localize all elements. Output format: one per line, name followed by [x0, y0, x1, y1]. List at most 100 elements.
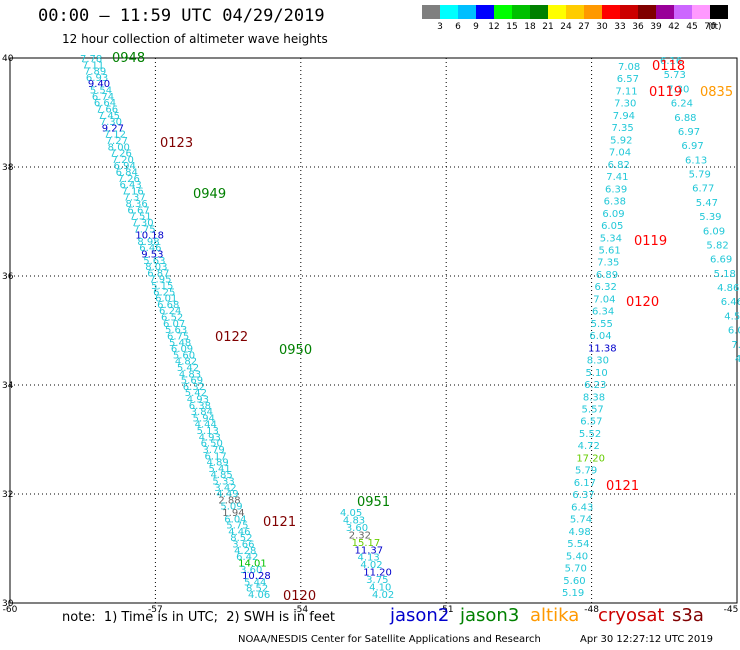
swh-value: 8.52 — [246, 584, 268, 595]
swh-value: 7.08 — [618, 62, 640, 73]
swh-value: 6.68 — [157, 300, 179, 311]
swh-value: 7.89 — [84, 67, 106, 78]
swh-value: 7. — [731, 340, 740, 351]
swh-value: 7.95 — [149, 275, 171, 286]
color-scale-label: 6 — [455, 22, 461, 32]
swh-value: 17.20 — [576, 453, 605, 464]
swh-value: 5.94 — [193, 413, 215, 424]
pass-number: 0122 — [215, 330, 248, 345]
swh-value: 6.09 — [703, 226, 725, 237]
longitude-tick-label: -48 — [584, 605, 599, 615]
swh-value: 4.13 — [357, 553, 379, 564]
swh-value: 9.27 — [102, 123, 124, 134]
swh-value: 6.74 — [92, 92, 114, 103]
swh-value: 5.75 — [226, 521, 248, 532]
longitude-tick-label: -45 — [724, 605, 739, 615]
pass-number: 0948 — [112, 51, 145, 66]
color-swatch — [638, 5, 656, 19]
swh-value: 5.41 — [208, 464, 230, 475]
pass-labels: 0948 0123 0949 0122 0950 0951 0121 0120 0118 0119… — [112, 51, 733, 604]
swh-value: 6.89 — [596, 270, 618, 281]
latitude-tick-label: 40 — [2, 54, 14, 64]
swh-value: 6.23 — [584, 380, 606, 391]
swh-value: 5.42 — [177, 363, 199, 374]
longitude-tick-label: -60 — [3, 605, 18, 615]
color-scale-label: 33 — [614, 22, 626, 32]
swh-value: 3.42 — [214, 483, 236, 494]
color-swatch — [530, 5, 548, 19]
swh-value: 6.16 — [660, 56, 682, 67]
color-swatch — [656, 5, 674, 19]
swh-value: 6.38 — [604, 197, 626, 208]
color-swatch — [440, 5, 458, 19]
swh-value: 4.86 — [717, 283, 739, 294]
swh-value: 3.75 — [366, 575, 388, 586]
swh-value: 7.78 — [80, 54, 102, 65]
color-scale-label: 18 — [524, 22, 536, 32]
color-swatch — [494, 5, 512, 19]
swh-value: 6.42 — [236, 552, 258, 563]
color-scale-label: 24 — [560, 22, 572, 32]
pass-number: 0120 — [626, 295, 659, 310]
swh-value: 6.04 — [589, 331, 611, 342]
swh-value: 8.36 — [125, 199, 147, 210]
swh-value: 5.74 — [570, 515, 592, 526]
swh-value: 5.60 — [563, 576, 585, 587]
color-swatch — [476, 5, 494, 19]
swh-value: 2.32 — [349, 530, 371, 541]
swh-value: 8.30 — [587, 356, 609, 367]
satellite-legend-item: jason3 — [460, 605, 520, 626]
swh-value: 3.79 — [203, 445, 225, 456]
swh-value: 6.94 — [114, 161, 136, 172]
swh-value: 6.17 — [205, 451, 227, 462]
longitude-tick-label: -51 — [439, 605, 454, 615]
swh-value: 7.26 — [110, 149, 132, 160]
swh-value: 11.38 — [588, 343, 617, 354]
swh-value: 4.49 — [216, 489, 238, 500]
swh-value: 5.60 — [173, 350, 195, 361]
swh-value: 7.20 — [112, 155, 134, 166]
footer-timestamp: Apr 30 12:27:12 UTC 2019 — [580, 634, 713, 645]
swh-value: 6.34 — [592, 307, 614, 318]
swh-value: 6.43 — [120, 180, 142, 191]
color-swatch — [422, 5, 440, 19]
swh-value: 6.13 — [685, 155, 707, 166]
swh-value: 5.92 — [610, 135, 632, 146]
swh-value: 5.70 — [565, 564, 587, 575]
swh-value: 6.46 — [721, 297, 740, 308]
color-scale-label: 36 — [632, 22, 644, 32]
swh-value: 10.18 — [135, 231, 164, 242]
swh-value: 6.25 — [153, 287, 175, 298]
swh-value: 7.30 — [667, 84, 689, 95]
map-grid — [9, 57, 738, 604]
swh-value: 5.18 — [714, 269, 736, 280]
color-swatch — [692, 5, 710, 19]
satellite-legend-item: jason2 — [390, 605, 450, 626]
swh-value: 14.01 — [238, 558, 267, 569]
swh-value: 6.09 — [171, 344, 193, 355]
swh-value: 4.83 — [343, 515, 365, 526]
swh-value: 6.07 — [163, 319, 185, 330]
pass-number: 0835 — [700, 85, 733, 100]
swh-value: 5.15 — [151, 281, 173, 292]
swh-value: 5.40 — [566, 551, 588, 562]
swh-value: 4.46 — [228, 527, 250, 538]
swh-value: 6.50 — [201, 439, 223, 450]
swh-value: 5.52 — [579, 429, 601, 440]
swh-value: 5.44 — [244, 577, 266, 588]
swh-value: 4.93 — [187, 395, 209, 406]
swh-value: 4.83 — [179, 369, 201, 380]
swh-value: 5.61 — [598, 245, 620, 256]
swh-value: 4.10 — [369, 583, 391, 594]
swh-value: 5.13 — [197, 426, 219, 437]
swh-value: 5.82 — [706, 240, 728, 251]
swh-value: 9.53 — [141, 249, 163, 260]
swh-value: 5.54 — [567, 539, 589, 550]
swh-value: 6.17 — [574, 478, 596, 489]
map-frame — [9, 57, 738, 604]
swh-value: 5.63 — [165, 325, 187, 336]
swh-value: 7.30 — [131, 218, 153, 229]
swh-value: 8.00 — [108, 142, 130, 153]
swh-value: 6.24 — [671, 99, 693, 110]
latitude-tick-label: 36 — [2, 272, 14, 282]
